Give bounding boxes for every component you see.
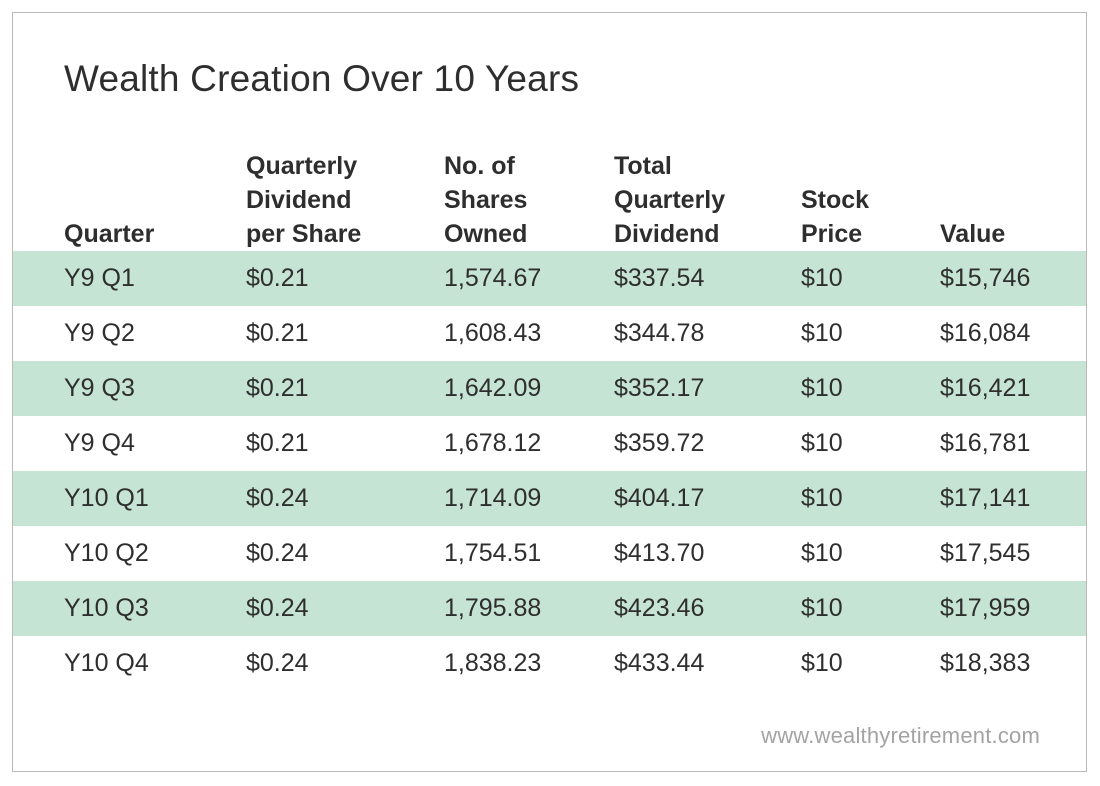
table-title: Wealth Creation Over 10 Years <box>64 58 580 99</box>
cell-dividend-per-share: $0.21 <box>246 429 309 457</box>
cell-dividend-per-share: $0.24 <box>246 649 309 677</box>
table-body: Y9 Q1 $0.21 1,574.67 $337.54 $10 $15,746… <box>13 251 1086 691</box>
cell-dividend-per-share: $0.24 <box>246 484 309 512</box>
cell-stock-price: $10 <box>801 374 843 402</box>
cell-stock-price: $10 <box>801 539 843 567</box>
cell-value: $16,084 <box>940 319 1031 347</box>
column-header-quarter: Quarter <box>64 220 155 248</box>
cell-quarter: Y10 Q3 <box>64 594 149 622</box>
cell-shares-owned: 1,754.51 <box>444 539 542 567</box>
column-header-value: Value <box>940 220 1006 248</box>
cell-quarter: Y9 Q2 <box>64 319 135 347</box>
cell-shares-owned: 1,642.09 <box>444 374 542 402</box>
cell-value: $16,781 <box>940 429 1031 457</box>
cell-quarter: Y9 Q1 <box>64 264 135 292</box>
cell-shares-owned: 1,838.23 <box>444 649 542 677</box>
column-header-shares-owned: No. of Shares Owned <box>444 152 528 248</box>
cell-dividend-per-share: $0.21 <box>246 319 309 347</box>
source-url: www.wealthyretirement.com <box>761 723 1040 748</box>
cell-dividend-per-share: $0.21 <box>246 374 309 402</box>
cell-stock-price: $10 <box>801 594 843 622</box>
table-row: Y9 Q4 $0.21 1,678.12 $359.72 $10 $16,781 <box>13 416 1086 471</box>
cell-quarter: Y9 Q4 <box>64 429 135 457</box>
cell-value: $17,959 <box>940 594 1031 622</box>
cell-value: $18,383 <box>940 649 1031 677</box>
cell-dividend-per-share: $0.21 <box>246 264 309 292</box>
table-row: Y9 Q2 $0.21 1,608.43 $344.78 $10 $16,084 <box>13 306 1086 361</box>
cell-quarter: Y10 Q2 <box>64 539 149 567</box>
cell-quarter: Y9 Q3 <box>64 374 135 402</box>
cell-shares-owned: 1,678.12 <box>444 429 542 457</box>
cell-value: $17,141 <box>940 484 1031 512</box>
cell-shares-owned: 1,795.88 <box>444 594 542 622</box>
table-row: Y9 Q1 $0.21 1,574.67 $337.54 $10 $15,746 <box>13 251 1086 306</box>
cell-dividend-per-share: $0.24 <box>246 539 309 567</box>
cell-quarter: Y10 Q4 <box>64 649 149 677</box>
cell-total-dividend: $423.46 <box>614 594 705 622</box>
cell-total-dividend: $337.54 <box>614 264 705 292</box>
cell-total-dividend: $344.78 <box>614 319 705 347</box>
table-row: Y9 Q3 $0.21 1,642.09 $352.17 $10 $16,421 <box>13 361 1086 416</box>
cell-total-dividend: $352.17 <box>614 374 705 402</box>
cell-quarter: Y10 Q1 <box>64 484 149 512</box>
cell-value: $15,746 <box>940 264 1031 292</box>
cell-total-dividend: $433.44 <box>614 649 705 677</box>
cell-stock-price: $10 <box>801 319 843 347</box>
table-row: Y10 Q2 $0.24 1,754.51 $413.70 $10 $17,54… <box>13 526 1086 581</box>
cell-stock-price: $10 <box>801 649 843 677</box>
table-card: Wealth Creation Over 10 Years Quarter Qu… <box>12 12 1087 772</box>
cell-total-dividend: $413.70 <box>614 539 705 567</box>
cell-shares-owned: 1,574.67 <box>444 264 542 292</box>
cell-stock-price: $10 <box>801 484 843 512</box>
cell-stock-price: $10 <box>801 264 843 292</box>
cell-shares-owned: 1,608.43 <box>444 319 542 347</box>
table-row: Y10 Q3 $0.24 1,795.88 $423.46 $10 $17,95… <box>13 581 1086 636</box>
cell-dividend-per-share: $0.24 <box>246 594 309 622</box>
table-row: Y10 Q4 $0.24 1,838.23 $433.44 $10 $18,38… <box>13 636 1086 691</box>
cell-value: $17,545 <box>940 539 1031 567</box>
cell-total-dividend: $359.72 <box>614 429 705 457</box>
column-header-stock-price: Stock Price <box>801 186 870 248</box>
column-header-dividend-per-share: Quarterly Dividend per Share <box>246 152 362 248</box>
cell-stock-price: $10 <box>801 429 843 457</box>
column-header-total-dividend: Total Quarterly Dividend <box>614 152 726 248</box>
cell-value: $16,421 <box>940 374 1031 402</box>
cell-shares-owned: 1,714.09 <box>444 484 542 512</box>
cell-total-dividend: $404.17 <box>614 484 705 512</box>
table-row: Y10 Q1 $0.24 1,714.09 $404.17 $10 $17,14… <box>13 471 1086 526</box>
